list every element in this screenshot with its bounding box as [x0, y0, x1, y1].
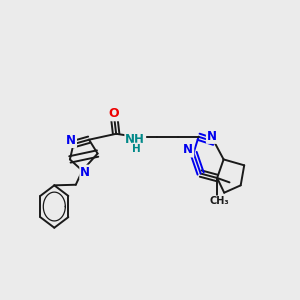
Text: CH₃: CH₃ — [210, 196, 229, 206]
Text: NH: NH — [125, 133, 145, 146]
Text: O: O — [109, 107, 119, 120]
Text: H: H — [132, 143, 141, 154]
Text: N: N — [66, 134, 76, 147]
Text: N: N — [183, 143, 193, 157]
Text: N: N — [207, 130, 217, 143]
Text: N: N — [80, 166, 90, 178]
